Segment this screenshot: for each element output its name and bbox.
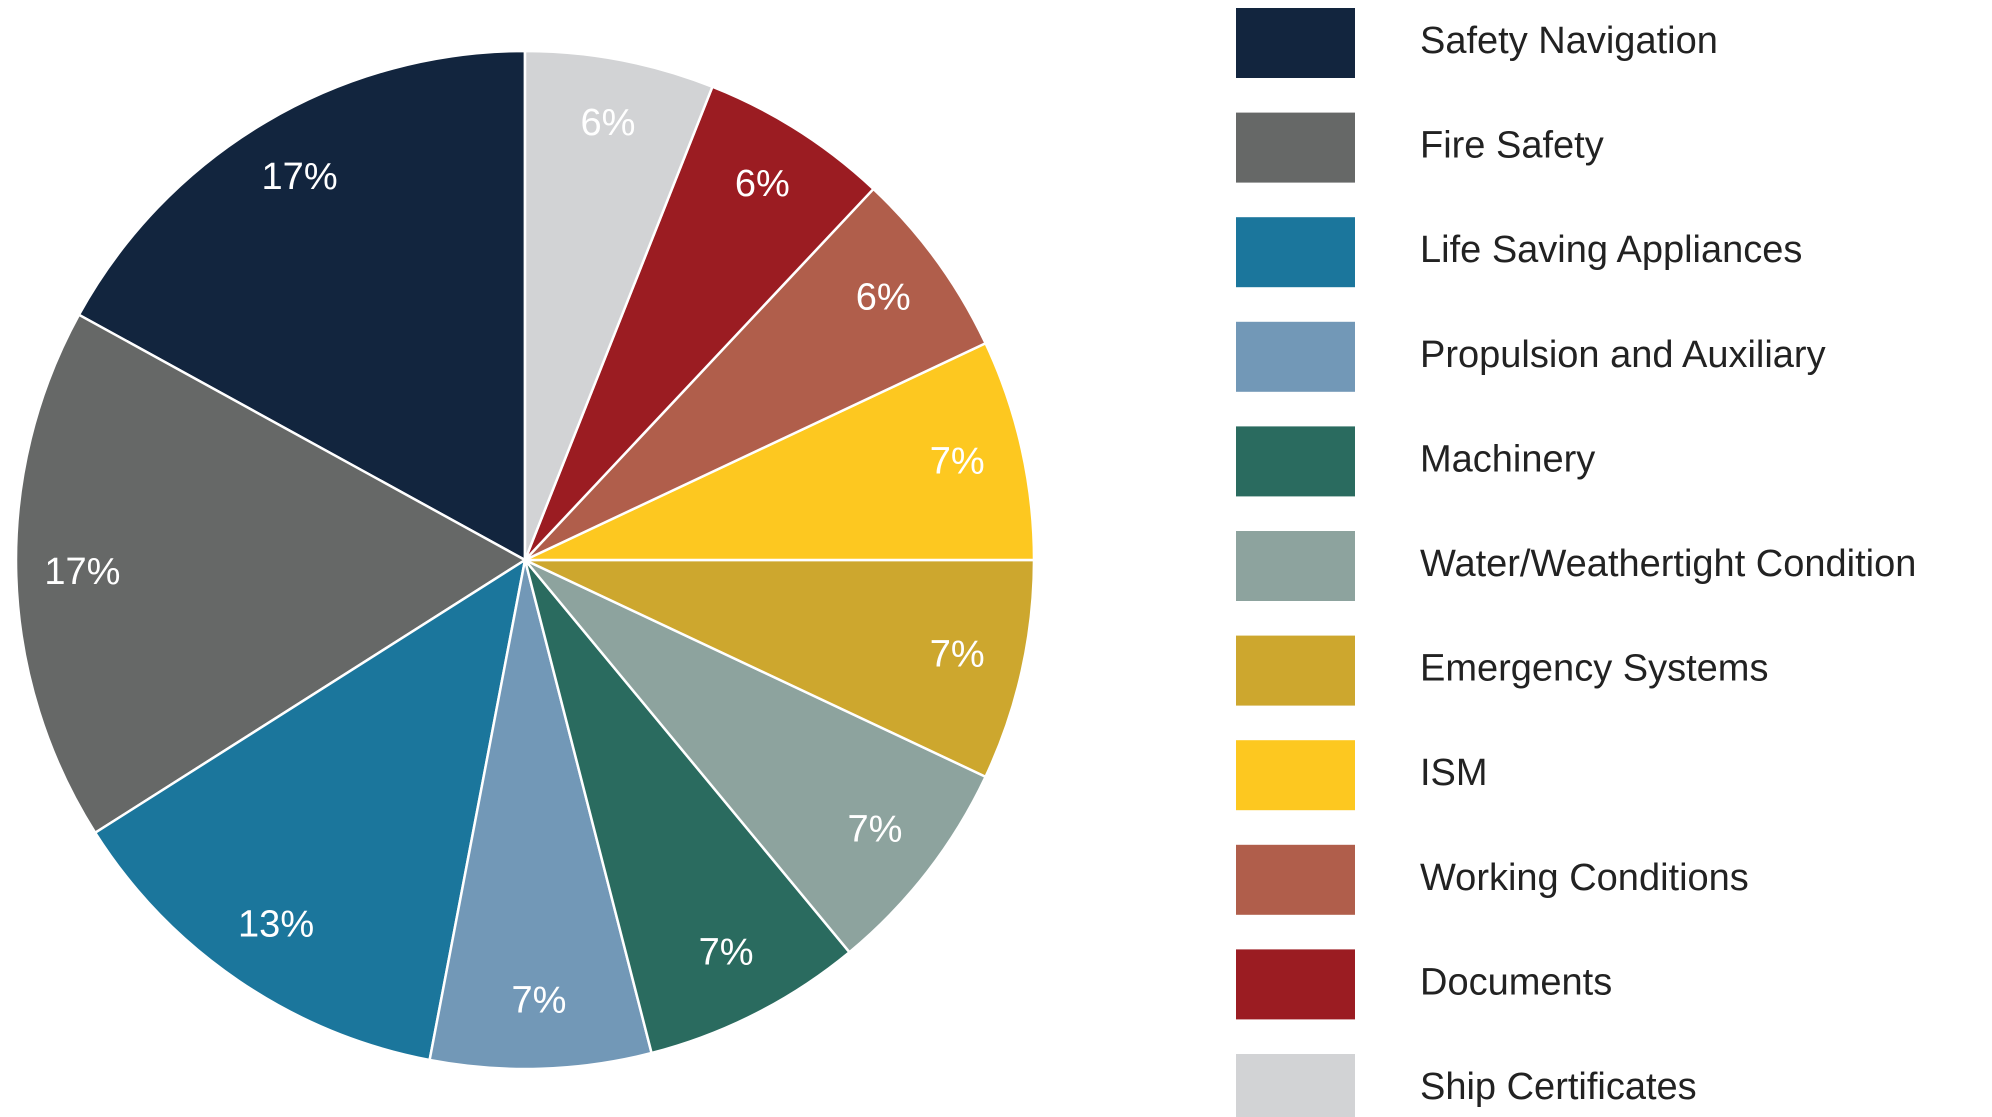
slice-label: 13% xyxy=(238,903,314,945)
legend-label: Fire Safety xyxy=(1420,125,1604,167)
slice-label: 7% xyxy=(699,932,754,974)
legend-swatch xyxy=(1236,112,1355,183)
legend-swatch xyxy=(1236,949,1355,1020)
legend-swatch xyxy=(1236,426,1355,497)
legend-swatch xyxy=(1236,217,1355,288)
legend-label: Documents xyxy=(1420,961,1612,1003)
pie-slice xyxy=(14,313,528,835)
slice-label: 17% xyxy=(44,551,120,593)
legend-label: Working Conditions xyxy=(1420,857,1749,899)
legend-swatch xyxy=(1236,844,1355,915)
pie-slice xyxy=(93,557,527,1062)
legend-swatch xyxy=(1236,321,1355,392)
slice-label: 6% xyxy=(735,163,790,205)
slice-label: 7% xyxy=(511,980,566,1022)
legend-label: Propulsion and Auxiliary xyxy=(1420,334,1826,376)
legend-swatch xyxy=(1236,531,1355,601)
slice-label: 7% xyxy=(930,440,985,482)
pie-slice xyxy=(524,558,1036,779)
legend-label: Ship Certificates xyxy=(1420,1066,1697,1108)
legend-label: Life Saving Appliances xyxy=(1420,229,1802,271)
pie-slice xyxy=(524,558,988,954)
legend-label: Water/Weathertight Condition xyxy=(1420,543,1916,585)
legend-label: ISM xyxy=(1420,752,1488,794)
pie-slice xyxy=(524,341,1036,562)
pie-slice xyxy=(524,187,988,562)
legend-label: Safety Navigation xyxy=(1420,20,1718,62)
pie-slice xyxy=(523,559,852,1055)
slice-label: 7% xyxy=(930,634,985,676)
slice-label: 6% xyxy=(856,277,911,319)
pie-slice xyxy=(77,49,527,563)
legend-swatch xyxy=(1236,635,1355,706)
pie-slice xyxy=(523,85,876,561)
legend-swatch xyxy=(1236,8,1355,78)
legend-swatch xyxy=(1236,740,1355,811)
pie-slice xyxy=(428,559,654,1071)
slice-label: 7% xyxy=(847,808,902,850)
pie-slice xyxy=(523,49,714,561)
slice-label: 17% xyxy=(262,156,338,198)
legend-label: Machinery xyxy=(1420,438,1595,480)
slice-label: 6% xyxy=(581,102,636,144)
legend-swatch xyxy=(1236,1054,1355,1117)
legend-label: Emergency Systems xyxy=(1420,648,1768,690)
